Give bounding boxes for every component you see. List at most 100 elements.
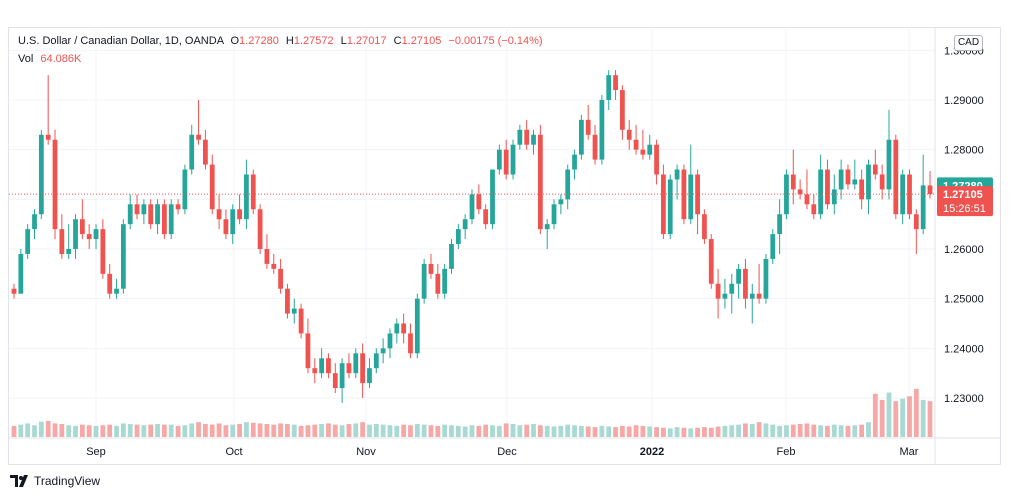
volume-bar [373,424,379,437]
candle-body [845,169,851,185]
volume-bar [134,424,140,437]
volume-bar [394,425,400,437]
candle-body [510,144,516,175]
volume-bar [421,424,427,437]
volume-bar [141,425,147,437]
volume-value: 64.086K [40,53,82,65]
volume-bar [763,423,769,437]
volume-bar [257,423,263,437]
volume-bar [900,398,906,437]
candle-body [367,368,372,384]
volume-bar [52,423,58,437]
volume-bar [729,425,735,437]
volume-bar [38,421,44,437]
candle-body [599,100,605,160]
volume-bar [695,427,700,437]
candle-body [175,204,181,210]
candle-body [134,204,140,215]
candle-body [640,149,646,155]
x-tick-label: Feb [777,446,796,458]
volume-bar [531,424,536,437]
low-value: 1.27017 [346,35,387,47]
candle-body [606,75,612,100]
candle-body [353,353,359,374]
candle-body [230,209,236,235]
volume-bar [585,426,591,437]
branding[interactable]: TradingView [10,474,100,488]
volume-bar [182,425,188,437]
y-tick-label: 1.26000 [944,244,984,256]
volume-bar [120,423,126,437]
candle-body [107,273,113,294]
volume-bar [264,424,270,437]
volume-bar [114,425,119,437]
volume-bar [45,420,51,437]
candle-body [633,139,639,150]
currency-badge[interactable]: CAD [954,35,983,51]
volume-bar [619,425,625,437]
volume-bar [804,423,810,437]
candle-body [52,139,58,230]
candle-body [790,174,796,190]
candle-body [237,209,242,220]
close-price-tag [937,186,993,217]
volume-bar [244,422,249,437]
volume-bar [353,423,359,437]
candle-body [503,149,509,175]
volume-bar [879,399,885,437]
volume-bar [715,426,721,437]
symbol-title: U.S. Dollar / Canadian Dollar, 1D, OANDA [18,35,224,47]
candle-body [695,174,700,215]
volume-bar [380,424,386,437]
candle-body [736,268,741,284]
y-tick-label: 1.25000 [944,294,984,306]
candle-body [86,234,92,240]
volume-bar [688,428,694,437]
candle-body [749,293,755,299]
volume-bar [469,425,475,437]
candle-body [551,204,557,225]
candle-body [825,169,830,205]
x-tick-label: Sep [86,446,106,458]
countdown-label: 15:26:51 [943,203,986,215]
volume-bar [544,425,550,437]
volume-bar [770,424,776,437]
candle-body [449,244,454,269]
x-tick-label: 2022 [640,446,664,458]
volume-bar [79,424,85,437]
candle-body [572,154,577,170]
candle-body [257,209,263,249]
candle-body [285,288,290,314]
volume-bar [127,424,133,437]
candle-body [380,348,386,354]
volume-bar [209,424,215,437]
volume-bar [230,424,236,437]
volume-bar [558,425,564,437]
volume-bar [100,425,106,437]
candle-body [244,174,249,220]
candle-body [558,199,564,205]
candle-body [360,353,366,384]
volume-bar [927,401,933,437]
candle-body [312,368,318,374]
volume-bar [319,424,325,437]
volume-bar [271,424,277,437]
candle-body [100,229,106,274]
candle-body [271,263,277,269]
candle-body [182,169,188,210]
volume-bar [298,425,304,437]
volume-bar [408,425,413,437]
candle-body [674,169,680,180]
candle-body [442,268,448,294]
candle-body [667,179,673,235]
volume-bar [537,425,543,437]
volume-bar [483,424,489,437]
candle-body [264,249,270,264]
volume-bar [578,425,584,437]
close-price-tag-label: 1.27105 [943,189,983,201]
volume-bar [107,424,113,437]
candle-body [155,204,160,225]
volume-bar [414,424,420,437]
candle-body [578,119,584,155]
